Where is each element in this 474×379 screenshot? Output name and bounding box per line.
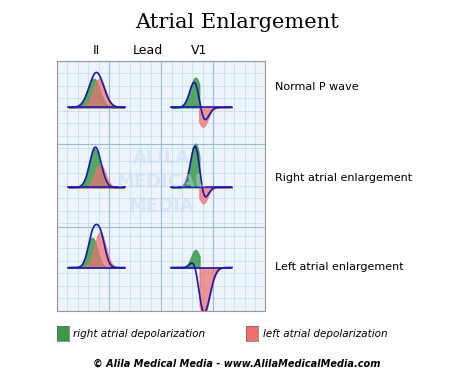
Text: V1: V1 xyxy=(191,44,207,57)
Text: Lead: Lead xyxy=(132,44,163,57)
Text: ALILA
MEDICAL
MEDIA: ALILA MEDICAL MEDIA xyxy=(116,149,206,215)
Text: Right atrial enlargement: Right atrial enlargement xyxy=(275,173,412,183)
Text: © Alila Medical Media - www.AlilaMedicalMedia.com: © Alila Medical Media - www.AlilaMedical… xyxy=(93,359,381,369)
Text: Normal P wave: Normal P wave xyxy=(275,82,358,92)
Text: Left atrial enlargement: Left atrial enlargement xyxy=(275,262,403,272)
Text: Atrial Enlargement: Atrial Enlargement xyxy=(135,13,339,32)
Text: left atrial depolarization: left atrial depolarization xyxy=(263,329,388,338)
Text: right atrial depolarization: right atrial depolarization xyxy=(73,329,206,338)
Text: II: II xyxy=(93,44,100,57)
